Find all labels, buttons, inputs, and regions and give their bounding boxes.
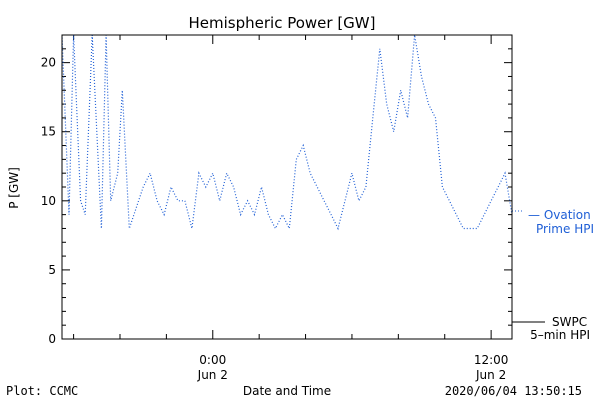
y-tick-label: 15 [41,125,56,139]
y-tick-label: 0 [48,332,56,346]
x-tick-label-time: 0:00 [199,353,226,367]
y-tick-label: 10 [41,194,56,208]
legend-swpc-label: 5–min HPI [530,328,590,342]
footer-plot-credit: Plot: CCMC [6,384,78,398]
y-axis-label: P [GW] [7,167,21,209]
legend-ovation-label: — Ovation [528,208,591,222]
x-axis-label: Date and Time [243,384,331,398]
plot-frame [61,34,513,340]
x-tick-label-time: 12:00 [474,353,509,367]
ovation-prime-series-line [62,35,512,231]
data-series [62,35,512,231]
legend-ovation-label: Prime HPI [536,222,594,236]
x-tick-label-day: Jun 2 [197,368,228,382]
y-tick-label: 5 [48,263,56,277]
y-tick-label: 20 [41,56,56,70]
legend-swpc-label: SWPC [552,315,587,329]
chart-title: Hemispheric Power [GW] [189,14,376,32]
footer-timestamp: 2020/06/04 13:50:15 [445,384,582,398]
x-tick-label-day: Jun 2 [475,368,506,382]
